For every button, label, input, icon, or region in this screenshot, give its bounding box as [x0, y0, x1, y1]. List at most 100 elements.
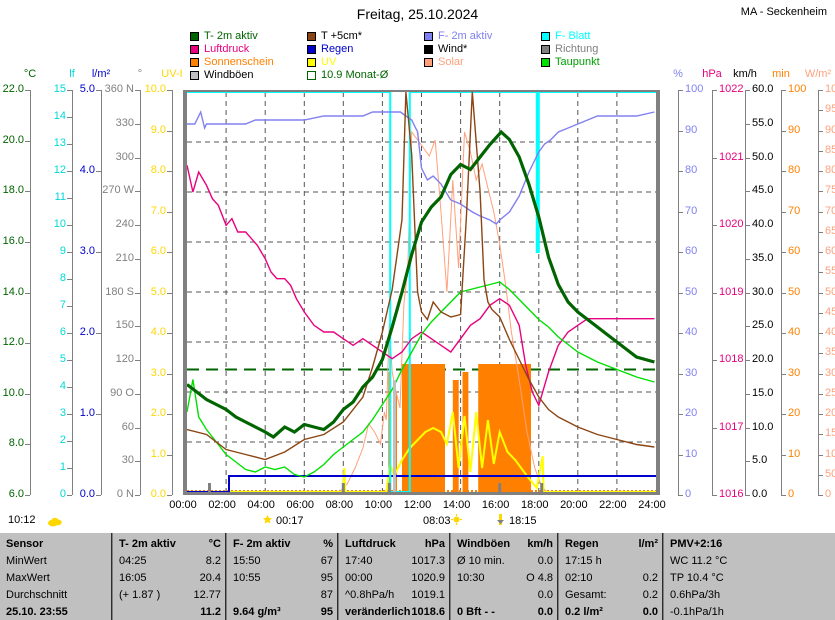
axis-unit-sunshine: min: [772, 68, 790, 80]
axis-tick: [135, 326, 140, 327]
table-cell-label: Gesamt:: [565, 588, 607, 601]
legend-item-regen[interactable]: Regen: [307, 44, 424, 55]
sun-event: 18:15: [495, 514, 537, 528]
axis-tick-label: 100: [825, 448, 835, 460]
table-cell-value: 67: [320, 554, 333, 567]
axis-tick: [135, 191, 140, 192]
legend-item-t-5cm[interactable]: T +5cm*: [307, 31, 424, 42]
axis-tick-label: 5.0: [79, 83, 95, 95]
axis-tick-label: 10.0: [752, 421, 774, 433]
axis-tick: [678, 333, 683, 334]
axis-tick-label: 9: [59, 245, 66, 257]
legend-swatch: [190, 71, 199, 80]
axis-tick: [135, 124, 140, 125]
axis-tick-label: 70: [685, 205, 698, 217]
axis-tick: [67, 144, 72, 145]
table-row: 0.6hPa/3h: [670, 586, 731, 603]
axis-tick: [818, 110, 823, 111]
moon-icon: [262, 515, 273, 528]
axis-tick: [678, 90, 683, 91]
table-row: WC 11.2 °C: [670, 552, 731, 569]
axis-tick-label: 0.0: [79, 488, 95, 500]
axis-tick-label: 12: [53, 164, 66, 176]
axis-tick: [781, 90, 786, 91]
legend-item-taupunkt[interactable]: Taupunkt: [541, 57, 658, 68]
axis-tick: [167, 495, 172, 496]
axis-tick: [135, 293, 140, 294]
axis-tick-label: 9.0: [150, 124, 166, 136]
legend-item-10-9-monat[interactable]: 10.9 Monat-Ø: [307, 70, 424, 81]
table-cell-value: 95: [320, 571, 333, 584]
legend-label: Solar: [438, 56, 464, 68]
table-row: ^0.8hPa/h 1019.1: [345, 586, 445, 603]
table-cell-value: 11.2: [200, 605, 221, 618]
table-header-unit: %: [323, 537, 333, 550]
axis-tick-label: 240: [115, 218, 134, 230]
axis-tick: [96, 90, 101, 91]
axis-tick: [678, 455, 683, 456]
table-row: -0.1hPa/1h: [670, 603, 731, 620]
axis-unit-uv-index: UV-I: [161, 68, 183, 80]
table-cell-value: 0.0: [537, 588, 553, 601]
axis-tick-label: 10: [53, 218, 66, 230]
legend-item-sonnenschein[interactable]: Sonnenschein: [190, 57, 307, 68]
axis-tick: [818, 272, 823, 273]
table-cell-value: 1019.1: [411, 588, 445, 601]
legend-swatch: [541, 32, 550, 41]
axis-tick-label: 12.0: [2, 336, 24, 348]
axis-tick-label: 1021: [719, 151, 744, 163]
axis-tick: [135, 461, 140, 462]
axis-tick: [67, 414, 72, 415]
axis-tick-label: 1022: [719, 83, 744, 95]
legend-item-f-blatt[interactable]: F- Blatt: [541, 31, 658, 42]
legend-label: UV: [321, 56, 337, 68]
page-title: Freitag, 25.10.2024: [356, 6, 479, 22]
axis-tick-label: 30: [121, 454, 134, 466]
axis-tick-label: 0.0: [752, 488, 768, 500]
time-tick-label: 02:00: [208, 499, 236, 511]
axis-tick-label: 60: [685, 245, 698, 257]
table-column-windboeen: Windböen km/h Ø 10 min. 0.0 10:30 O 4.8 0.0 0 B…: [451, 533, 559, 620]
chart-plot-area[interactable]: [183, 90, 660, 495]
axis-tick-label: 70: [788, 205, 801, 217]
table-row: 10:55 95: [233, 569, 333, 586]
table-header-row: Luftdruck hPa: [345, 535, 445, 552]
table-cell-label: 17:15 h: [565, 554, 602, 567]
time-tick-label: 00:00: [169, 499, 197, 511]
axis-tick-label: 5.0: [752, 454, 768, 466]
legend-item-luftdruck[interactable]: Luftdruck: [190, 44, 307, 55]
table-header-unit: °C: [208, 537, 221, 550]
legend-item-wind[interactable]: Wind*: [424, 44, 541, 55]
legend-item-f-2m-aktiv[interactable]: F- 2m aktiv: [424, 31, 541, 42]
table-row: 0.0: [457, 586, 553, 603]
axis-tick: [818, 475, 823, 476]
table-cell-label: 04:25: [119, 554, 147, 567]
table-row: 17:40 1017.3: [345, 552, 445, 569]
axis-tick-label: 90 O: [110, 387, 134, 399]
table-cell-label: -0.1hPa/1h: [670, 605, 724, 618]
axis-tick-label: 4.0: [150, 326, 166, 338]
sun-event-time: 00:17: [276, 514, 304, 527]
legend-item-uv[interactable]: UV: [307, 57, 424, 68]
axis-tick: [818, 455, 823, 456]
legend-item-solar[interactable]: Solar: [424, 57, 541, 68]
axis-tick: [25, 343, 30, 344]
legend-item-t-2m-aktiv[interactable]: T- 2m aktiv: [190, 31, 307, 42]
table-cell-label: 16:05: [119, 571, 147, 584]
axis-tick: [818, 293, 823, 294]
legend-item-windb-en[interactable]: Windböen: [190, 70, 307, 81]
axis-tick: [781, 414, 786, 415]
axis-tick: [745, 158, 750, 159]
axis-tick-label: 1018: [719, 353, 744, 365]
axis-tick-label: 800: [825, 164, 835, 176]
table-row: 16:05 20.4: [119, 569, 221, 586]
table-row: Durchschnitt: [6, 586, 107, 603]
axis-tick-label: 14.0: [2, 286, 24, 298]
legend-item-richtung[interactable]: Richtung: [541, 44, 658, 55]
axis-tick: [745, 428, 750, 429]
axis-tick: [818, 191, 823, 192]
table-cell-label: MaxWert: [6, 571, 50, 584]
time-tick-label: 18:00: [520, 499, 549, 511]
axis-tick: [167, 333, 172, 334]
axis-tick-label: 3.0: [79, 245, 95, 257]
